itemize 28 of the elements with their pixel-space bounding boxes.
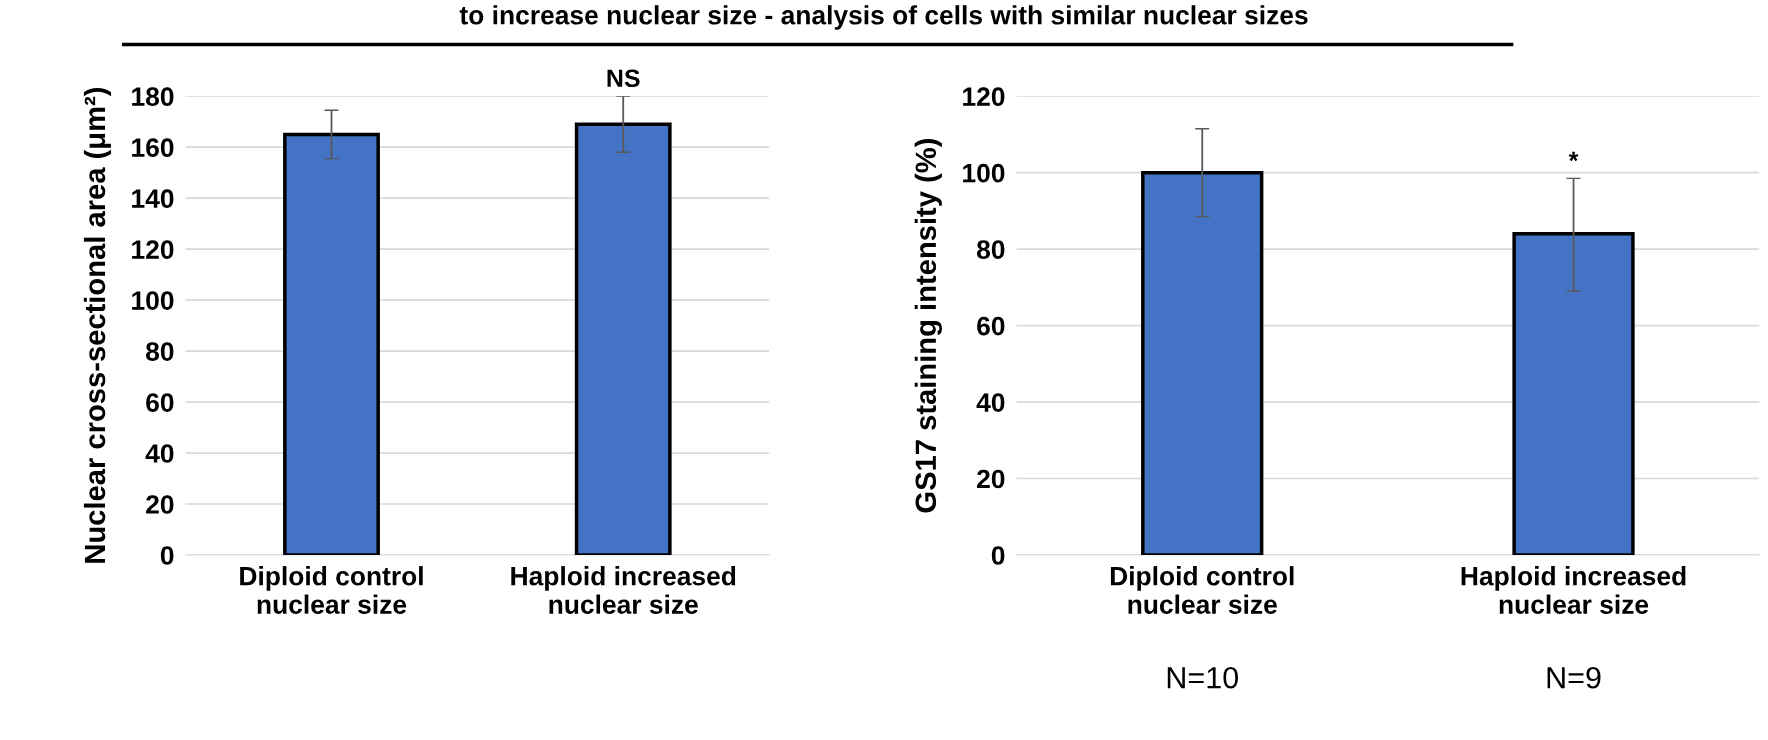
x-tick-label: Diploid control nuclear size (240, 566, 423, 614)
y-tick-label: 60 (146, 393, 174, 412)
x-tick-label: Haploid increased nuclear size (511, 566, 736, 614)
y-tick-label: 60 (977, 316, 1005, 336)
y-tick-label: 80 (146, 342, 174, 361)
y-tick-label: 0 (991, 546, 1005, 565)
y-tick-label: 120 (963, 87, 1005, 107)
y-axis-title: GS17 staining intensity (%) (914, 139, 943, 513)
y-tick-label: 100 (132, 291, 174, 310)
y-tick-label: 20 (977, 469, 1005, 489)
x-tick-label: Diploid control nuclear size (1110, 566, 1294, 614)
text: N=10 (1167, 666, 1238, 689)
y-axis-title: Nuclear cross-sectional area (μm²) (83, 87, 112, 563)
annotation: * (1568, 151, 1579, 162)
y-tick-label: 120 (132, 240, 174, 259)
y-tick-label: 140 (132, 189, 174, 208)
y-tick-label: 160 (132, 138, 174, 157)
y-tick-label: 40 (976, 393, 1005, 412)
y-tick-label: 80 (976, 240, 1005, 259)
y-tick-label: 20 (146, 495, 174, 514)
text: to increase nuclear size - analysis of cells with similar nuclear sizes (459, 5, 1308, 30)
x-tick-label: Haploid increased nuclear size (1461, 566, 1686, 614)
text: N=9 (1547, 666, 1601, 689)
y-tick-label: 0 (160, 546, 174, 565)
y-tick-label: 180 (132, 87, 174, 107)
y-tick-label: 40 (145, 444, 174, 463)
y-tick-label: 100 (963, 163, 1005, 183)
annotation: NS (607, 69, 640, 88)
